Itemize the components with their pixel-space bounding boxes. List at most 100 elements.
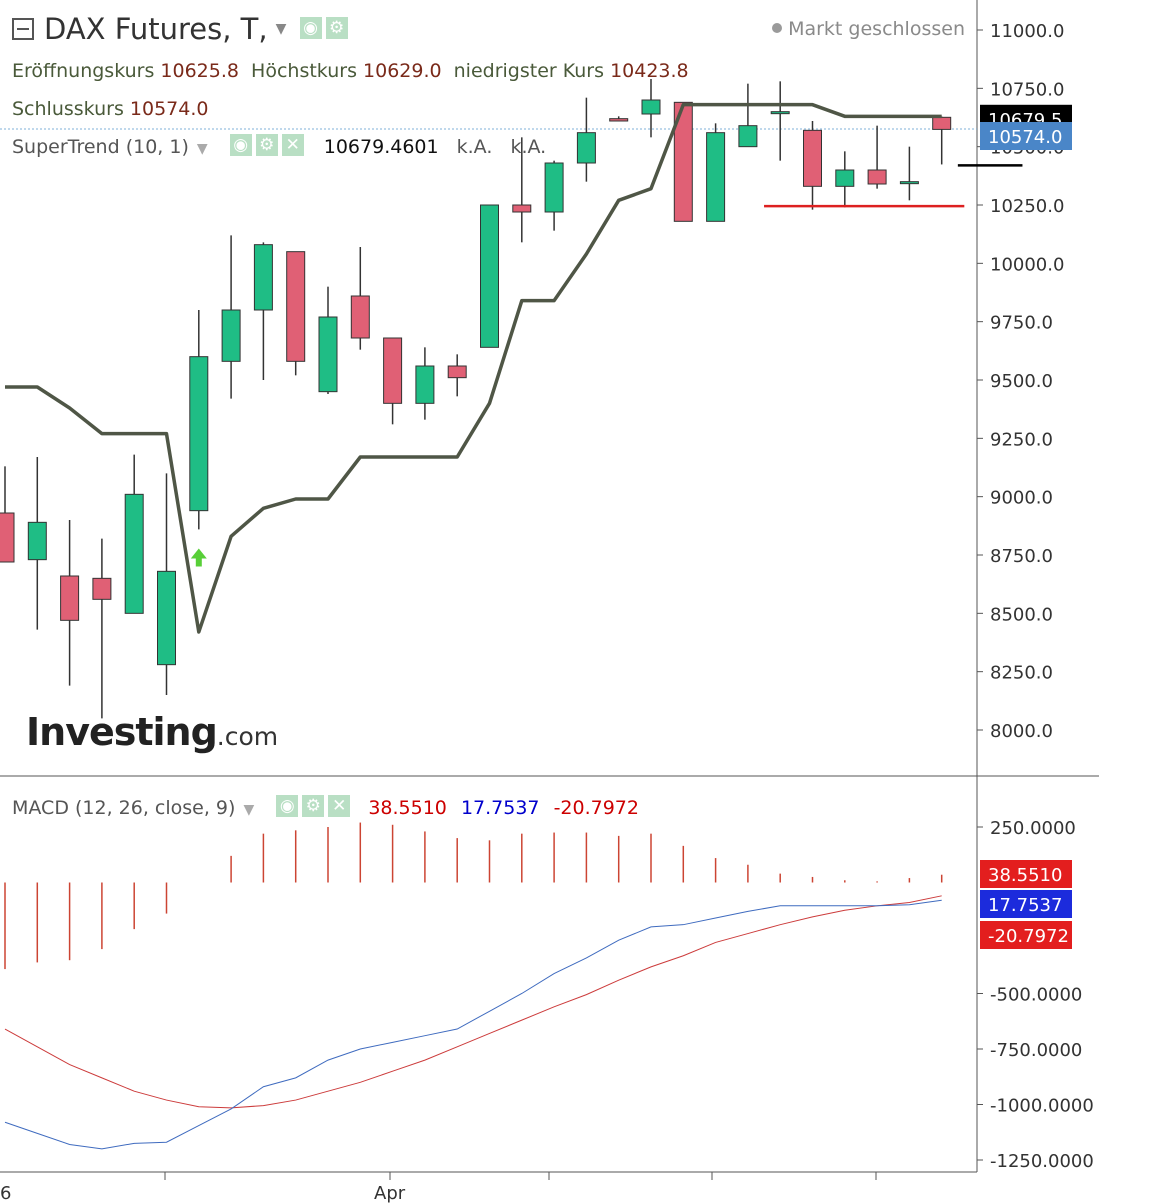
- grid: [0, 0, 1099, 1180]
- macd-tick-label: -1250.0000: [990, 1151, 1094, 1172]
- chart-title[interactable]: DAX Futures, T, ▼ ◉ ⚙: [12, 12, 348, 46]
- supertrend-label: SuperTrend (10, 1): [12, 136, 189, 158]
- candle-down: [286, 251, 306, 362]
- price-tick-label: 10000.0: [990, 254, 1064, 275]
- logo-suffix: .com: [216, 722, 279, 751]
- time-tick-label: 6: [0, 1183, 11, 1204]
- candle-up: [835, 169, 855, 187]
- eye-icon[interactable]: ◉: [299, 17, 322, 39]
- open-value: 10625.8: [160, 60, 239, 82]
- chevron-down-icon[interactable]: ▼: [196, 141, 208, 157]
- macd-line: [4, 899, 942, 1150]
- candle-down: [350, 295, 370, 339]
- candle-down: [383, 337, 403, 404]
- macd-tag-2-bg: [980, 890, 1072, 918]
- chevron-down-icon[interactable]: ▼: [275, 21, 287, 37]
- market-status-text: Markt geschlossen: [788, 18, 965, 40]
- candle-up: [480, 204, 499, 348]
- symbol-name: DAX Futures, T,: [44, 12, 268, 46]
- candle-down: [447, 365, 467, 379]
- candle-down: [60, 575, 80, 621]
- collapse-icon[interactable]: [12, 18, 34, 40]
- price-tick-label: 9250.0: [990, 429, 1053, 450]
- supertrend-path: [5, 102, 942, 634]
- macd-tag-2: 17.7537: [988, 895, 1062, 916]
- macd-tick-label: -500.0000: [990, 985, 1082, 1006]
- macd-tick-label: -1000.0000: [990, 1096, 1094, 1117]
- candle-up: [124, 493, 144, 614]
- price-tick-label: 8250.0: [990, 663, 1053, 684]
- candle-up: [576, 132, 596, 164]
- price-tick-label: 10250.0: [990, 196, 1064, 217]
- close-icon[interactable]: ✕: [328, 794, 351, 817]
- candle-up: [27, 521, 47, 561]
- candle-up: [189, 356, 209, 512]
- price-axis: 11000.010750.010500.010250.010000.09750.…: [0, 21, 1094, 1204]
- macd-tick-label: -750.0000: [990, 1040, 1082, 1061]
- market-status: Markt geschlossen: [772, 18, 965, 40]
- price-tick-label: 9000.0: [990, 488, 1053, 509]
- price-tag-last-bg: [980, 122, 1072, 150]
- chevron-down-icon[interactable]: ▼: [243, 802, 255, 818]
- gear-icon[interactable]: ⚙: [325, 17, 348, 39]
- candle-up: [544, 162, 564, 213]
- close-value: 10574.0: [129, 98, 209, 120]
- price-tick-label: 11000.0: [990, 21, 1064, 42]
- investing-logo: Investing.com: [26, 710, 278, 754]
- candle-down: [512, 204, 532, 213]
- price-tick-label: 9750.0: [990, 313, 1053, 334]
- supertrend-legend[interactable]: SuperTrend (10, 1) ▼ ◉ ⚙ ✕ 10679.4601 k.A. …: [12, 133, 547, 159]
- eye-icon[interactable]: ◉: [276, 794, 299, 817]
- macd-value-2: 17.7537: [460, 797, 540, 819]
- price-tick-label: 8000.0: [990, 721, 1053, 742]
- supertrend-line: [5, 102, 942, 634]
- macd-tag-3-bg: [980, 921, 1072, 949]
- supertrend-value: 10679.4601: [323, 136, 439, 158]
- close-row: Schlusskurs 10574.0: [12, 98, 208, 120]
- price-tag-last: 10574.0: [988, 127, 1062, 148]
- low-value: 10423.8: [610, 60, 689, 82]
- candle-down: [92, 577, 112, 600]
- candle-up: [318, 316, 338, 393]
- macd-value-3: -20.7972: [553, 797, 639, 819]
- macd-pane: [4, 822, 943, 1150]
- macd-tag-1-bg: [980, 860, 1072, 888]
- candles: [0, 79, 952, 719]
- price-tick-label: 10750.0: [990, 79, 1064, 100]
- candle-up: [221, 309, 241, 362]
- close-label: Schlusskurs: [12, 98, 124, 120]
- supertrend-na-1: k.A.: [456, 136, 493, 158]
- ohlc-row: Eröffnungskurs 10625.8 Höchstkurs 10629.…: [12, 60, 689, 82]
- close-icon[interactable]: ✕: [281, 133, 304, 156]
- horizontal-lines: [764, 164, 1023, 208]
- signal-line: [4, 895, 942, 1109]
- high-label: Höchstkurs: [251, 60, 357, 82]
- gear-icon[interactable]: ⚙: [302, 794, 325, 817]
- candle-up: [415, 365, 435, 404]
- candle-down: [0, 512, 15, 563]
- candle-up: [157, 570, 176, 666]
- price-tick-label: 9500.0: [990, 371, 1053, 392]
- candle-down: [673, 101, 693, 222]
- candle-up: [770, 111, 790, 115]
- buy-arrow-icon: [190, 548, 207, 567]
- macd-tick-label: 250.0000: [990, 818, 1076, 839]
- candle-up: [899, 181, 919, 185]
- macd-tag-1: 38.5510: [988, 865, 1062, 886]
- macd-label: MACD (12, 26, close, 9): [12, 797, 236, 819]
- open-label: Eröffnungskurs: [12, 60, 155, 82]
- macd-legend[interactable]: MACD (12, 26, close, 9) ▼ ◉ ⚙ ✕ 38.5510 17.…: [12, 794, 639, 820]
- price-tick-label: 8500.0: [990, 604, 1053, 625]
- price-tick-label: 8750.0: [990, 546, 1053, 567]
- eye-icon[interactable]: ◉: [229, 133, 252, 156]
- candle-up: [253, 244, 273, 311]
- supertrend-na-2: k.A.: [510, 136, 547, 158]
- candle-down: [867, 169, 887, 185]
- time-tick-label: Apr: [374, 1183, 406, 1204]
- candle-up: [738, 125, 758, 148]
- macd-value-1: 38.5510: [368, 797, 447, 819]
- gear-icon[interactable]: ⚙: [255, 133, 278, 156]
- candle-down: [609, 118, 629, 122]
